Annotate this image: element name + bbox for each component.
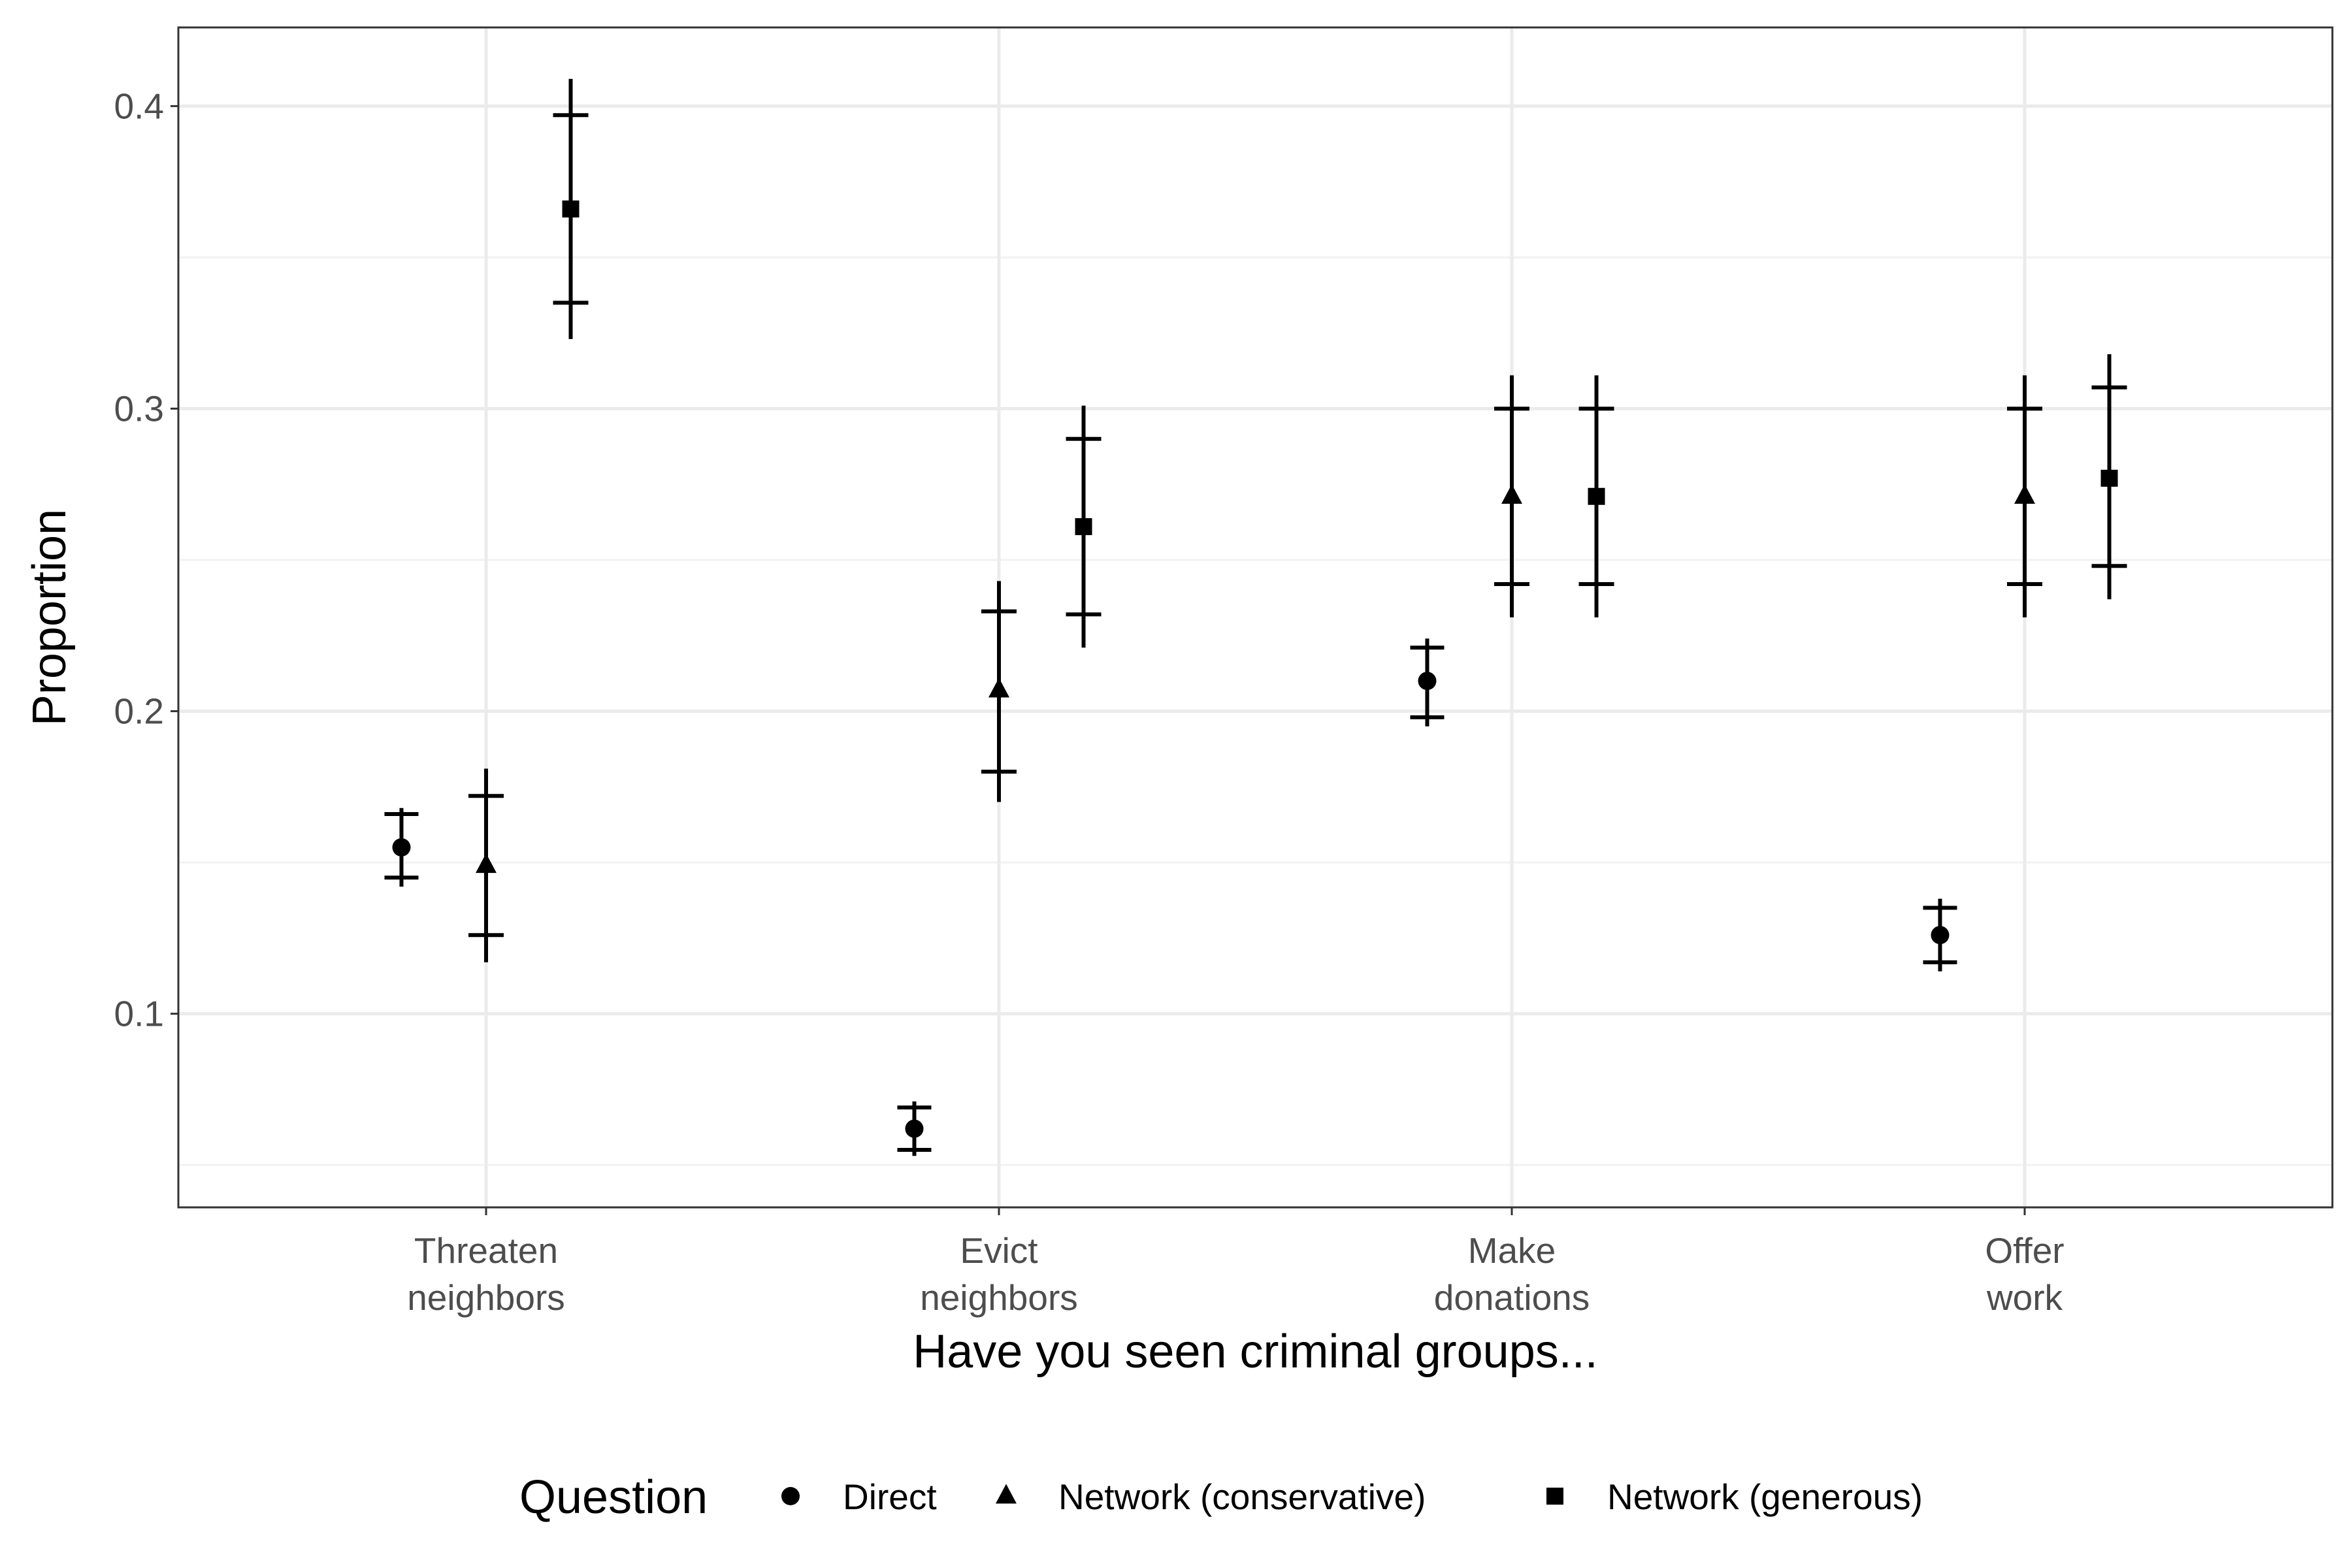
point-square <box>562 200 580 218</box>
legend-key-square: Network (generous) <box>1546 1477 1923 1517</box>
legend-marker-square <box>1546 1488 1563 1505</box>
point-square <box>1588 487 1605 505</box>
series-triangle <box>468 375 2042 962</box>
x-tick-label: donations <box>1434 1277 1590 1318</box>
point-triangle <box>476 853 497 874</box>
y-axis: 0.1 0.2 0.3 0.4 <box>114 86 178 1034</box>
point-circle <box>905 1119 924 1138</box>
x-tick-label: Threaten <box>414 1230 558 1271</box>
point-triangle <box>1501 484 1522 504</box>
legend-marker-circle <box>781 1487 800 1505</box>
x-tick-label: neighbors <box>920 1277 1078 1318</box>
series-circle <box>384 638 1957 1156</box>
point-circle <box>1418 672 1437 691</box>
legend-label: Network (generous) <box>1607 1477 1923 1517</box>
legend-label: Direct <box>843 1477 937 1517</box>
legend-title: Question <box>519 1471 708 1524</box>
legend-key-triangle: Network (conservative) <box>996 1477 1426 1517</box>
x-tick-label: Offer <box>1985 1230 2064 1271</box>
y-axis-title: Proportion <box>24 509 76 726</box>
x-tick-label: work <box>1986 1277 2063 1318</box>
legend-marker-triangle <box>996 1484 1017 1504</box>
point-triangle <box>2014 484 2035 504</box>
y-tick-label: 0.4 <box>114 86 164 126</box>
point-circle <box>392 838 411 857</box>
x-tick-label: Make <box>1468 1230 1556 1271</box>
x-tick-label: Evict <box>960 1230 1037 1271</box>
legend-key-circle: Direct <box>781 1477 937 1517</box>
y-tick-label: 0.2 <box>114 691 164 732</box>
legend: Question Direct Network (conservative) Net… <box>519 1471 1923 1524</box>
point-triangle <box>988 678 1009 698</box>
point-square <box>2100 469 2118 487</box>
point-circle <box>1931 926 1950 945</box>
series-square <box>553 78 2127 648</box>
y-tick-label: 0.1 <box>114 994 164 1034</box>
point-square <box>1075 518 1092 536</box>
chart-marks <box>384 78 2127 1156</box>
x-axis-title: Have you seen criminal groups... <box>913 1326 1598 1378</box>
panel-border <box>177 26 2334 1209</box>
legend-label: Network (conservative) <box>1058 1477 1426 1517</box>
x-tick-label: neighbors <box>407 1277 565 1318</box>
x-axis: Threaten neighbors Evict neighbors Make donat… <box>407 1207 2065 1318</box>
y-tick-label: 0.3 <box>114 388 164 429</box>
